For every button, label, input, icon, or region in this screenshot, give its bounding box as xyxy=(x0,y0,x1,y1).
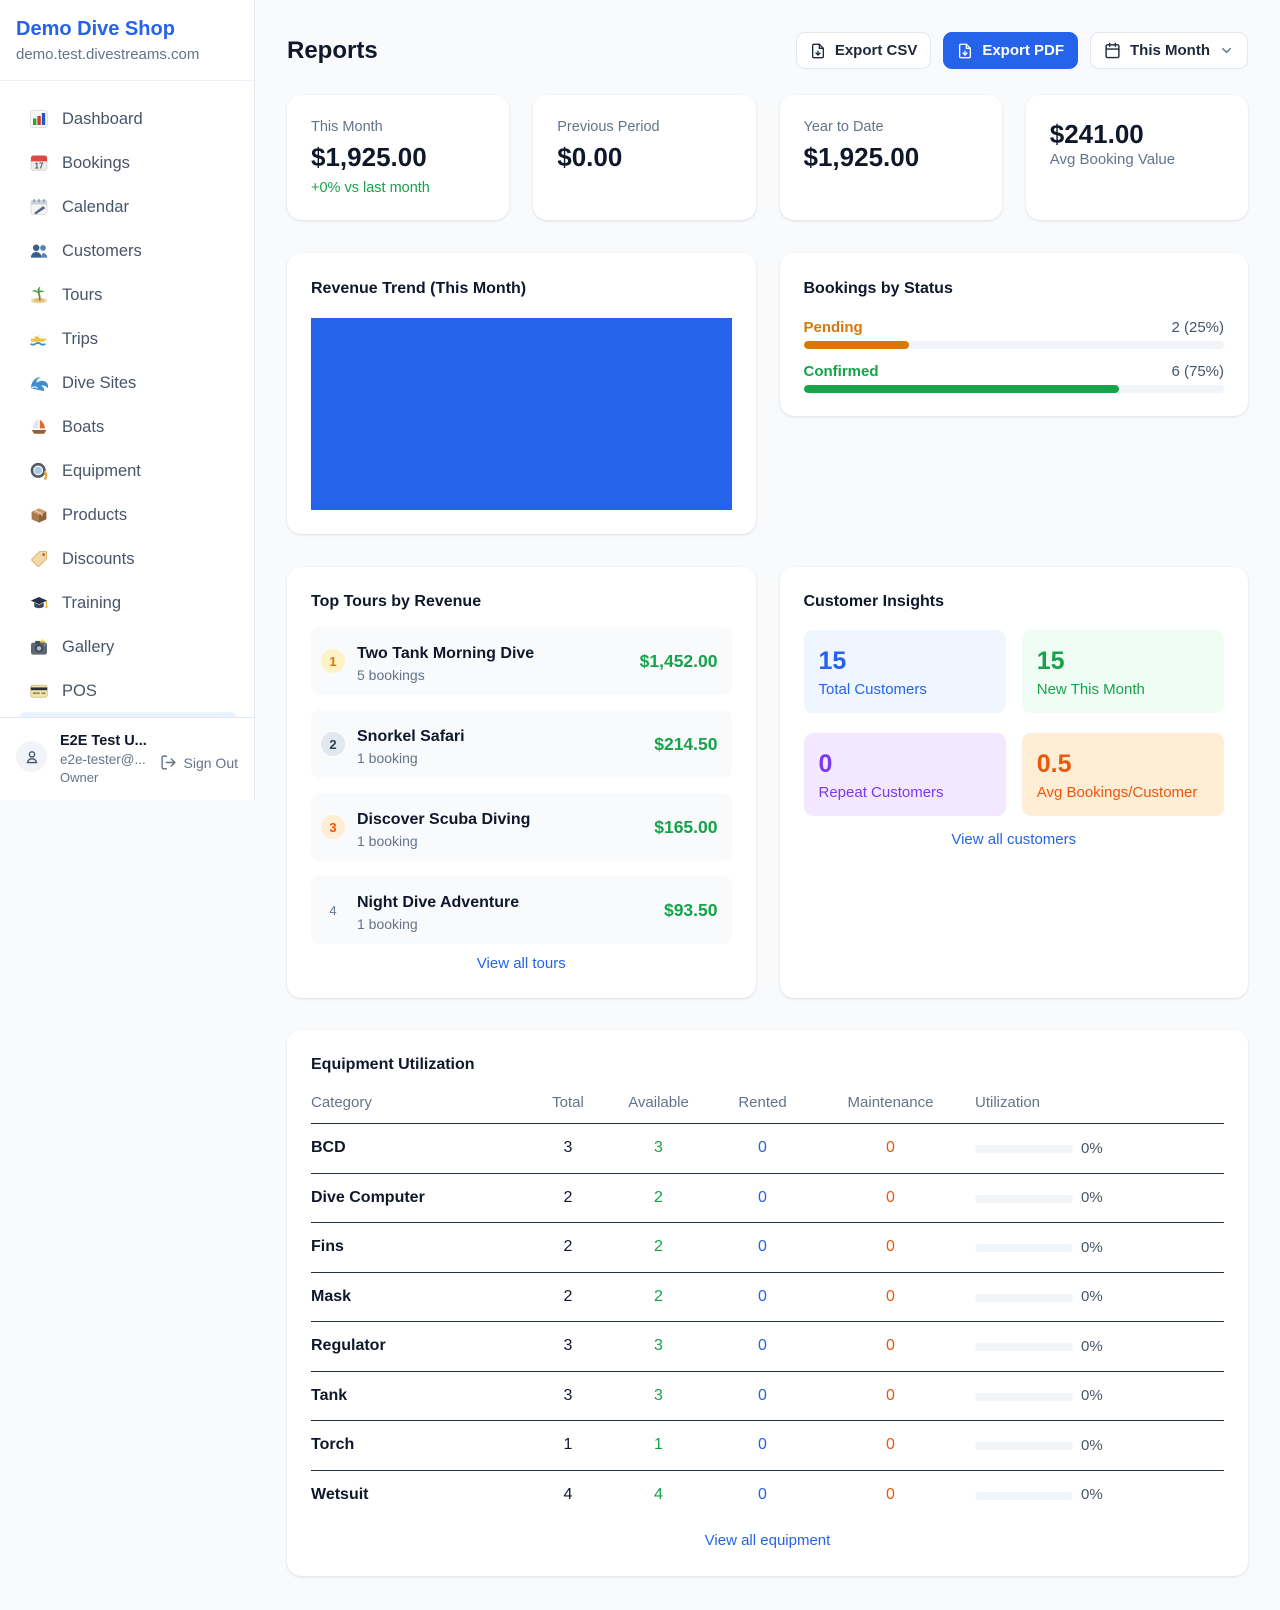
svg-text:17: 17 xyxy=(35,162,44,171)
